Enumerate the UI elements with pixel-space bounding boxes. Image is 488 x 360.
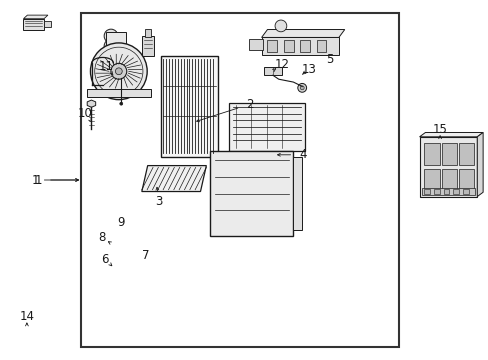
- Bar: [210, 151, 293, 236]
- Bar: [419, 137, 476, 197]
- Text: 4: 4: [299, 148, 306, 161]
- Circle shape: [297, 84, 306, 92]
- Text: 5: 5: [325, 53, 333, 66]
- Bar: [462, 189, 468, 194]
- Text: 12: 12: [275, 58, 289, 71]
- Bar: [300, 40, 309, 52]
- Bar: [228, 103, 304, 151]
- Bar: [23, 19, 44, 30]
- Polygon shape: [419, 132, 482, 137]
- Bar: [441, 143, 456, 166]
- Bar: [264, 67, 281, 75]
- Bar: [293, 157, 302, 230]
- Bar: [249, 39, 263, 50]
- Bar: [81, 13, 398, 347]
- Bar: [144, 29, 150, 37]
- Bar: [316, 40, 326, 52]
- Text: 1: 1: [34, 174, 42, 186]
- Text: 1: 1: [31, 174, 39, 186]
- Circle shape: [115, 68, 122, 75]
- Bar: [161, 56, 217, 157]
- Text: 9: 9: [117, 216, 125, 229]
- Bar: [424, 143, 439, 166]
- Bar: [44, 21, 51, 27]
- Text: 2: 2: [245, 98, 253, 111]
- Circle shape: [107, 32, 114, 40]
- Text: 11: 11: [99, 60, 114, 73]
- Bar: [142, 36, 153, 56]
- Bar: [424, 189, 429, 194]
- Circle shape: [104, 29, 118, 43]
- Bar: [86, 89, 151, 97]
- Circle shape: [107, 42, 114, 50]
- Circle shape: [120, 102, 122, 105]
- Circle shape: [104, 39, 118, 53]
- Text: 8: 8: [98, 231, 105, 244]
- Bar: [441, 169, 456, 191]
- Circle shape: [274, 20, 286, 32]
- Polygon shape: [476, 132, 482, 197]
- Text: 10: 10: [78, 107, 93, 120]
- Text: 15: 15: [432, 123, 447, 136]
- Text: 7: 7: [142, 249, 149, 262]
- Text: 14: 14: [20, 310, 34, 323]
- Circle shape: [90, 43, 147, 100]
- Bar: [106, 32, 125, 51]
- Bar: [424, 169, 439, 191]
- Bar: [452, 189, 458, 194]
- Polygon shape: [23, 15, 48, 19]
- Text: 6: 6: [101, 253, 109, 266]
- Text: 3: 3: [155, 195, 163, 208]
- Circle shape: [300, 86, 304, 90]
- Polygon shape: [142, 166, 206, 192]
- Bar: [458, 169, 473, 191]
- Bar: [443, 189, 448, 194]
- Circle shape: [111, 63, 126, 79]
- Bar: [433, 189, 439, 194]
- Bar: [458, 143, 473, 166]
- Bar: [421, 188, 474, 195]
- Text: 13: 13: [301, 63, 316, 76]
- Polygon shape: [87, 100, 96, 107]
- Polygon shape: [261, 30, 344, 37]
- Bar: [261, 37, 338, 55]
- Bar: [284, 40, 293, 52]
- Bar: [267, 40, 277, 52]
